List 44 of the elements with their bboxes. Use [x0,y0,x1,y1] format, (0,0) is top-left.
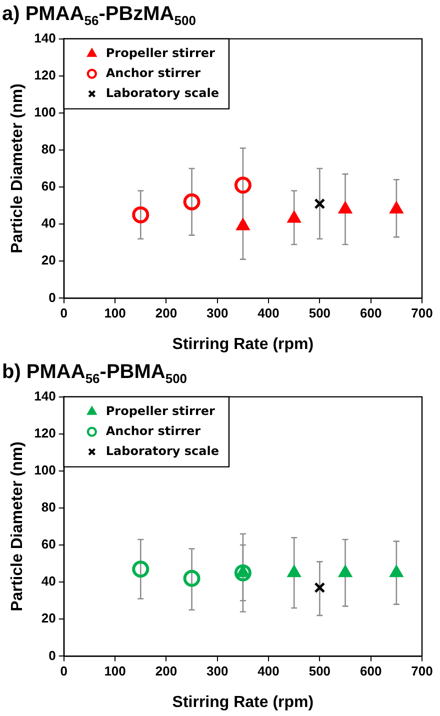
y-tick-label: 140 [34,30,56,46]
y-tick-label: 0 [48,290,56,305]
x-tick-label: 400 [258,306,280,321]
x-axis-title: Stirring Rate (rpm) [172,694,314,711]
y-tick-label: 100 [34,104,56,120]
y-tick-label: 100 [34,462,56,478]
y-tick-label: 120 [34,425,56,440]
x-tick-label: 300 [206,664,228,679]
x-tick-label: 100 [104,664,126,679]
x-tick-label: 700 [411,306,433,321]
legend-label: Laboratory scale [106,444,219,458]
chart-title: a) PMAA$_{56}$-PBzMA$_{500}$ [1,2,197,28]
y-tick-label: 0 [48,648,56,663]
chart-title: b) PMAA$_{56}$-PBMA$_{500}$ [1,360,188,386]
y-tick-label: 20 [41,610,56,626]
y-tick-label: 60 [41,178,56,194]
x-axis-title: Stirring Rate (rpm) [172,336,314,353]
y-tick-label: 20 [41,252,56,268]
y-tick-label: 80 [41,142,56,157]
x-tick-label: 200 [155,664,178,679]
y-tick-label: 40 [41,574,56,589]
legend-label: Anchor stirrer [106,66,201,80]
x-tick-label: 700 [411,664,433,679]
x-tick-label: 600 [360,306,382,321]
x-tick-label: 500 [308,664,331,679]
legend-label: Anchor stirrer [106,424,201,438]
x-tick-label: 300 [206,306,228,321]
x-tick-label: 100 [104,306,126,321]
x-tick-label: 200 [155,306,178,321]
x-tick-label: 0 [60,664,68,679]
x-tick-label: 600 [360,664,382,679]
y-tick-label: 40 [41,216,56,231]
y-tick-label: 140 [34,388,56,404]
x-tick-label: 500 [308,306,331,321]
y-tick-label: 120 [34,67,56,82]
y-axis-title: Particle Diameter (nm) [9,442,26,612]
legend-label: Propeller stirrer [106,46,216,60]
x-tick-label: 0 [60,306,68,321]
y-axis-title: Particle Diameter (nm) [9,84,26,254]
y-tick-label: 80 [41,500,56,515]
legend-label: Laboratory scale [106,86,219,100]
x-tick-label: 400 [258,664,280,679]
y-tick-label: 60 [41,536,56,552]
legend-label: Propeller stirrer [106,404,216,418]
